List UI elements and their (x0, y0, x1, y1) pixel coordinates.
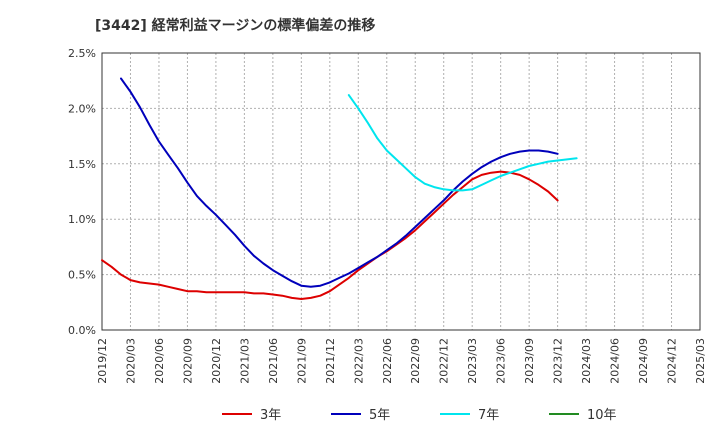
x-axis-ticks: 2019/12 2020/03 2020/06 2020/09 2020/12 2021/… (96, 338, 707, 384)
x-tick-label: 2023/09 (523, 338, 536, 384)
series-line-1 (120, 77, 559, 288)
x-tick-label: 2024/12 (666, 338, 679, 384)
legend: 3年 5年 7年 10年 (222, 408, 617, 423)
chart-title: [3442] 経常利益マージンの標準偏差の推移 (95, 17, 375, 34)
y-tick-label: 2.0% (68, 102, 96, 115)
series-lines (101, 77, 578, 300)
x-tick-label: 2022/06 (381, 338, 394, 384)
x-tick-label: 2020/03 (124, 338, 137, 384)
x-tick-label: 2021/03 (238, 338, 251, 384)
x-tick-label: 2023/03 (466, 338, 479, 384)
x-tick-label: 2022/09 (409, 338, 422, 384)
x-tick-label: 2021/09 (295, 338, 308, 384)
x-tick-label: 2020/12 (210, 338, 223, 384)
x-tick-label: 2024/09 (637, 338, 650, 384)
x-tick-label: 2021/06 (267, 338, 280, 384)
x-tick-label: 2023/12 (552, 338, 565, 384)
x-tick-label: 2020/09 (181, 338, 194, 384)
legend-label-0: 3年 (260, 408, 281, 423)
x-tick-label: 2019/12 (96, 338, 109, 384)
x-tick-label: 2024/06 (609, 338, 622, 384)
y-tick-label: 1.0% (68, 213, 96, 226)
y-tick-label: 0.0% (68, 324, 96, 337)
plot-frame (101, 52, 701, 331)
x-tick-label: 2024/03 (580, 338, 593, 384)
x-tick-label: 2020/06 (153, 338, 166, 384)
y-axis-ticks: 0.0% 0.5% 1.0% 1.5% 2.0% 2.5% (68, 47, 96, 337)
x-tick-label: 2022/12 (438, 338, 451, 384)
grid (102, 52, 700, 330)
y-tick-label: 0.5% (68, 269, 96, 282)
legend-label-2: 7年 (478, 408, 499, 423)
x-tick-label: 2022/03 (352, 338, 365, 384)
y-tick-label: 2.5% (68, 47, 96, 60)
legend-label-3: 10年 (587, 408, 617, 423)
series-line-2 (347, 94, 578, 192)
axes (101, 52, 701, 331)
legend-label-1: 5年 (369, 408, 390, 423)
y-tick-label: 1.5% (68, 158, 96, 171)
x-tick-label: 2021/12 (324, 338, 337, 384)
x-tick-label: 2023/06 (495, 338, 508, 384)
series-line-0 (101, 170, 559, 300)
x-tick-label: 2025/03 (694, 338, 707, 384)
